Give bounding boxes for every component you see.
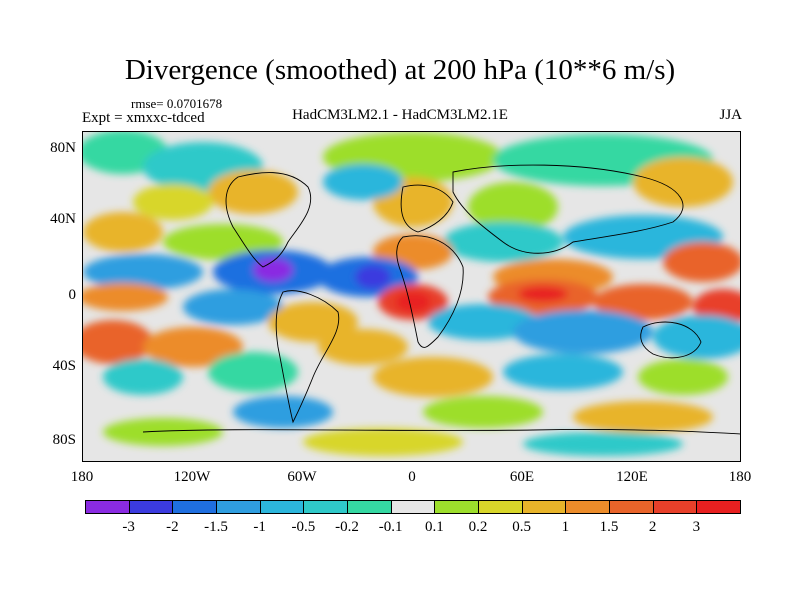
- colorbar-segment: [478, 500, 523, 514]
- y-tick-label: 80S: [52, 432, 76, 448]
- colorbar-label: 1.5: [599, 519, 619, 535]
- colorbar-label: 3: [692, 519, 701, 535]
- colorbar-label: -0.2: [335, 519, 359, 535]
- x-tick-label: 180: [70, 469, 94, 485]
- colorbar-label: 0.5: [512, 519, 532, 535]
- x-tick-label: 120W: [173, 469, 211, 485]
- divergence-map: [82, 131, 741, 462]
- colorbar-label: 2: [648, 519, 657, 535]
- colorbar-segment: [521, 500, 567, 514]
- y-tick-label: 40S: [52, 358, 76, 374]
- colorbar-segment: [172, 500, 217, 514]
- colorbar-segment: [85, 500, 130, 514]
- x-tick-label: 0: [408, 469, 416, 485]
- colorbar-segment: [434, 500, 479, 514]
- colorbar-label: -2: [166, 519, 179, 535]
- experiment-text: Expt = xmxxc-tdced: [82, 110, 205, 126]
- colorbar: [85, 500, 741, 514]
- colorbar-label: -1: [253, 519, 266, 535]
- colorbar-label: -0.5: [291, 519, 316, 535]
- colorbar-segment: [609, 500, 654, 514]
- season-text: JJA: [719, 107, 742, 123]
- y-tick-label: 80N: [50, 140, 76, 156]
- map-title: Divergence (smoothed) at 200 hPa (10**6 …: [124, 54, 676, 86]
- colorbar-segment: [303, 500, 348, 514]
- y-tick-label: 40N: [50, 211, 76, 227]
- colorbar-segment: [565, 500, 610, 514]
- colorbar-segment: [347, 500, 392, 514]
- colorbar-label: 1: [561, 519, 570, 535]
- colorbar-label: -0.1: [378, 519, 403, 535]
- colorbar-label: -3: [122, 519, 135, 535]
- colorbar-segment: [652, 500, 698, 514]
- x-tick-label: 60E: [509, 469, 535, 485]
- model-comparison-text: HadCM3LM2.1 - HadCM3LM2.1E: [292, 107, 508, 123]
- colorbar-segment: [390, 500, 436, 514]
- y-tick-label: 0: [68, 287, 77, 303]
- divergence-field: [83, 132, 740, 461]
- colorbar-segment: [216, 500, 261, 514]
- colorbar-segment: [696, 500, 741, 514]
- x-tick-label: 120E: [616, 469, 648, 485]
- x-tick-label: 60W: [287, 469, 317, 485]
- rmse-text: rmse= 0.0701678: [131, 96, 223, 111]
- colorbar-label: 0.1: [424, 519, 444, 535]
- colorbar-label: -1.5: [204, 519, 228, 535]
- colorbar-segment: [259, 500, 305, 514]
- colorbar-label: 0.2: [468, 519, 488, 535]
- coastlines: [142, 164, 740, 435]
- x-tick-label: 180: [728, 469, 752, 485]
- field-blobs: [83, 132, 740, 456]
- colorbar-segment: [128, 500, 174, 514]
